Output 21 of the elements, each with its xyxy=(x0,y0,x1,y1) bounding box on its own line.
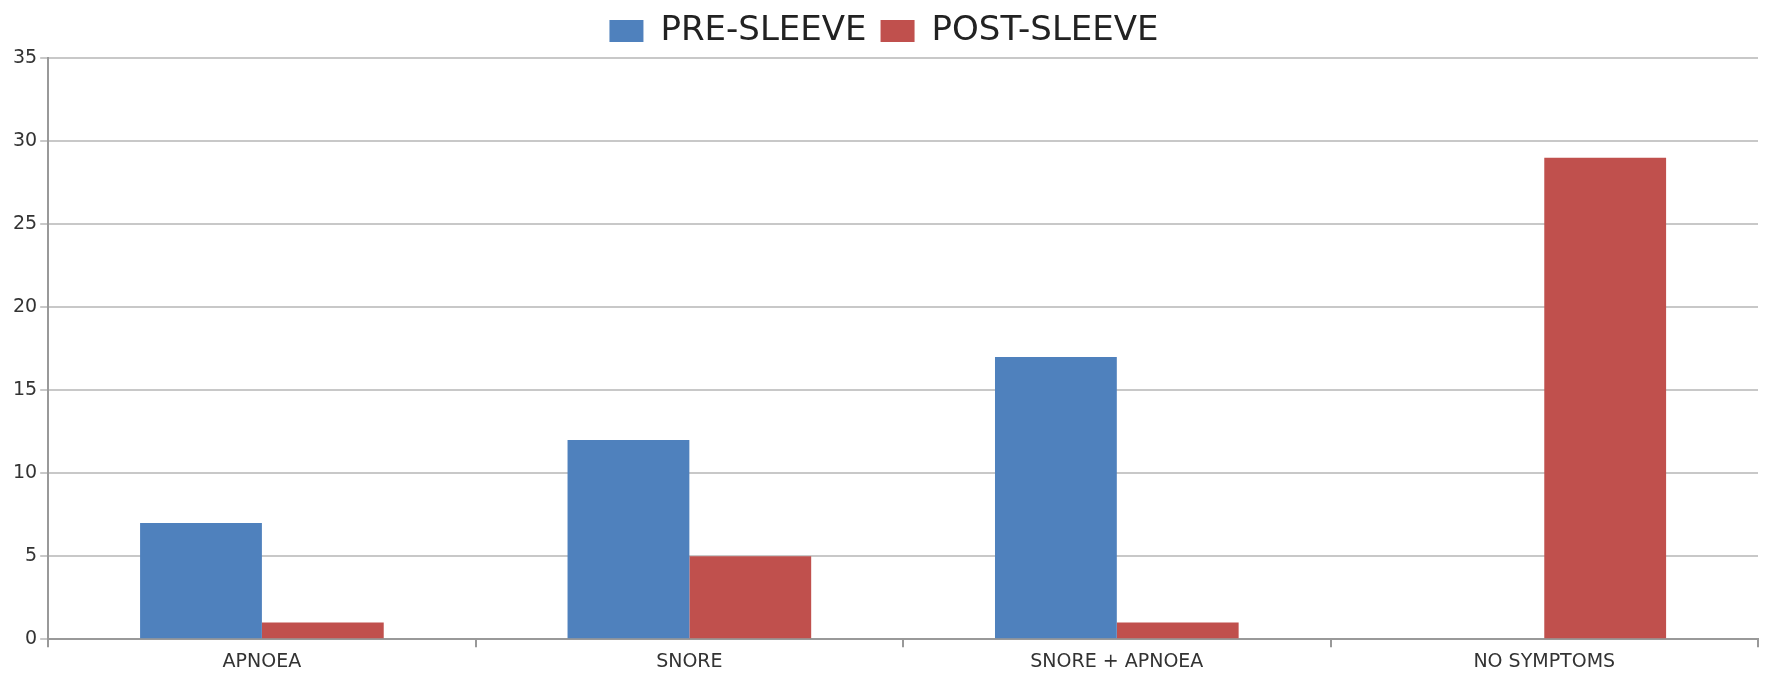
x-tick-label: SNORE + APNOEA xyxy=(1030,648,1204,671)
y-tick-label: 10 xyxy=(12,460,38,483)
bar xyxy=(567,439,690,639)
x-tick-label: APNOEA xyxy=(222,648,302,671)
y-tick-label: 0 xyxy=(25,626,38,649)
bar xyxy=(261,622,384,639)
bar xyxy=(1116,622,1239,639)
y-tick-label: 15 xyxy=(12,377,38,400)
bar xyxy=(140,522,262,639)
bar xyxy=(689,556,812,639)
x-tick-label: NO SYMPTOMS xyxy=(1473,648,1616,671)
legend-label: PRE-SLEEVE xyxy=(660,7,867,48)
y-tick-label: 25 xyxy=(12,210,38,233)
y-tick-label: 20 xyxy=(12,294,38,317)
x-tick-label: SNORE xyxy=(656,648,723,671)
y-tick-label: 35 xyxy=(12,44,38,67)
bar xyxy=(1544,157,1667,639)
legend-label: POST-SLEEVE xyxy=(931,7,1159,48)
y-tick-label: 5 xyxy=(25,543,38,566)
bar xyxy=(994,356,1117,639)
y-tick-label: 30 xyxy=(12,127,38,150)
